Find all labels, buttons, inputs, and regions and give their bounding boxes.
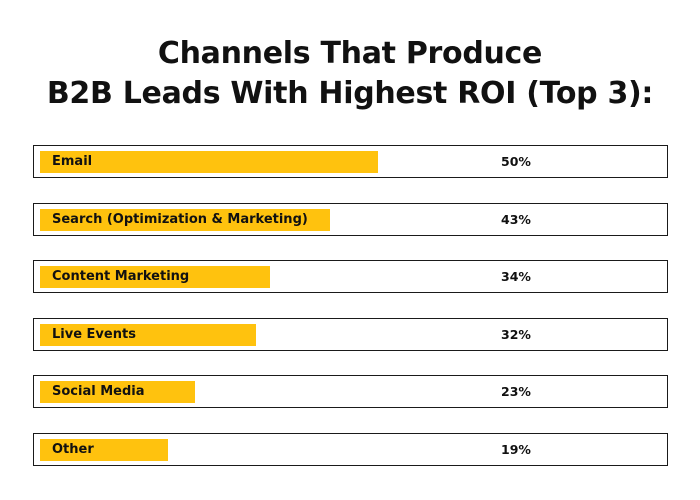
bar-row: Content Marketing 34% xyxy=(33,260,668,293)
bar-row: Search (Optimization & Marketing) 43% xyxy=(33,203,668,236)
bar-label: Other xyxy=(52,442,94,457)
bar-label: Content Marketing xyxy=(52,269,190,284)
chart-title: Channels That Produce B2B Leads With Hig… xyxy=(0,34,700,114)
bar-row: Email 50% xyxy=(33,145,668,178)
bar-value-label: 34% xyxy=(501,269,531,284)
bar-label: Live Events xyxy=(52,327,136,342)
bar-label: Search (Optimization & Marketing) xyxy=(52,212,308,227)
bar-value-label: 32% xyxy=(501,327,531,342)
bar xyxy=(40,151,378,173)
chart-title-line-2: B2B Leads With Highest ROI (Top 3): xyxy=(46,76,654,111)
bar-row: Social Media 23% xyxy=(33,375,668,408)
bar xyxy=(40,209,330,231)
bar xyxy=(40,381,195,403)
chart-title-line-1: Channels That Produce xyxy=(157,36,543,71)
bar-value-label: 19% xyxy=(501,442,531,457)
bar xyxy=(40,324,256,346)
bar-row: Other 19% xyxy=(33,433,668,466)
bar xyxy=(40,266,270,288)
bar-value-label: 50% xyxy=(501,154,531,169)
bar-row: Live Events 32% xyxy=(33,318,668,351)
bar-value-label: 43% xyxy=(501,212,531,227)
bar-label: Social Media xyxy=(52,384,145,399)
bar-value-label: 23% xyxy=(501,384,531,399)
bar-label: Email xyxy=(52,154,93,169)
bar xyxy=(40,439,168,461)
